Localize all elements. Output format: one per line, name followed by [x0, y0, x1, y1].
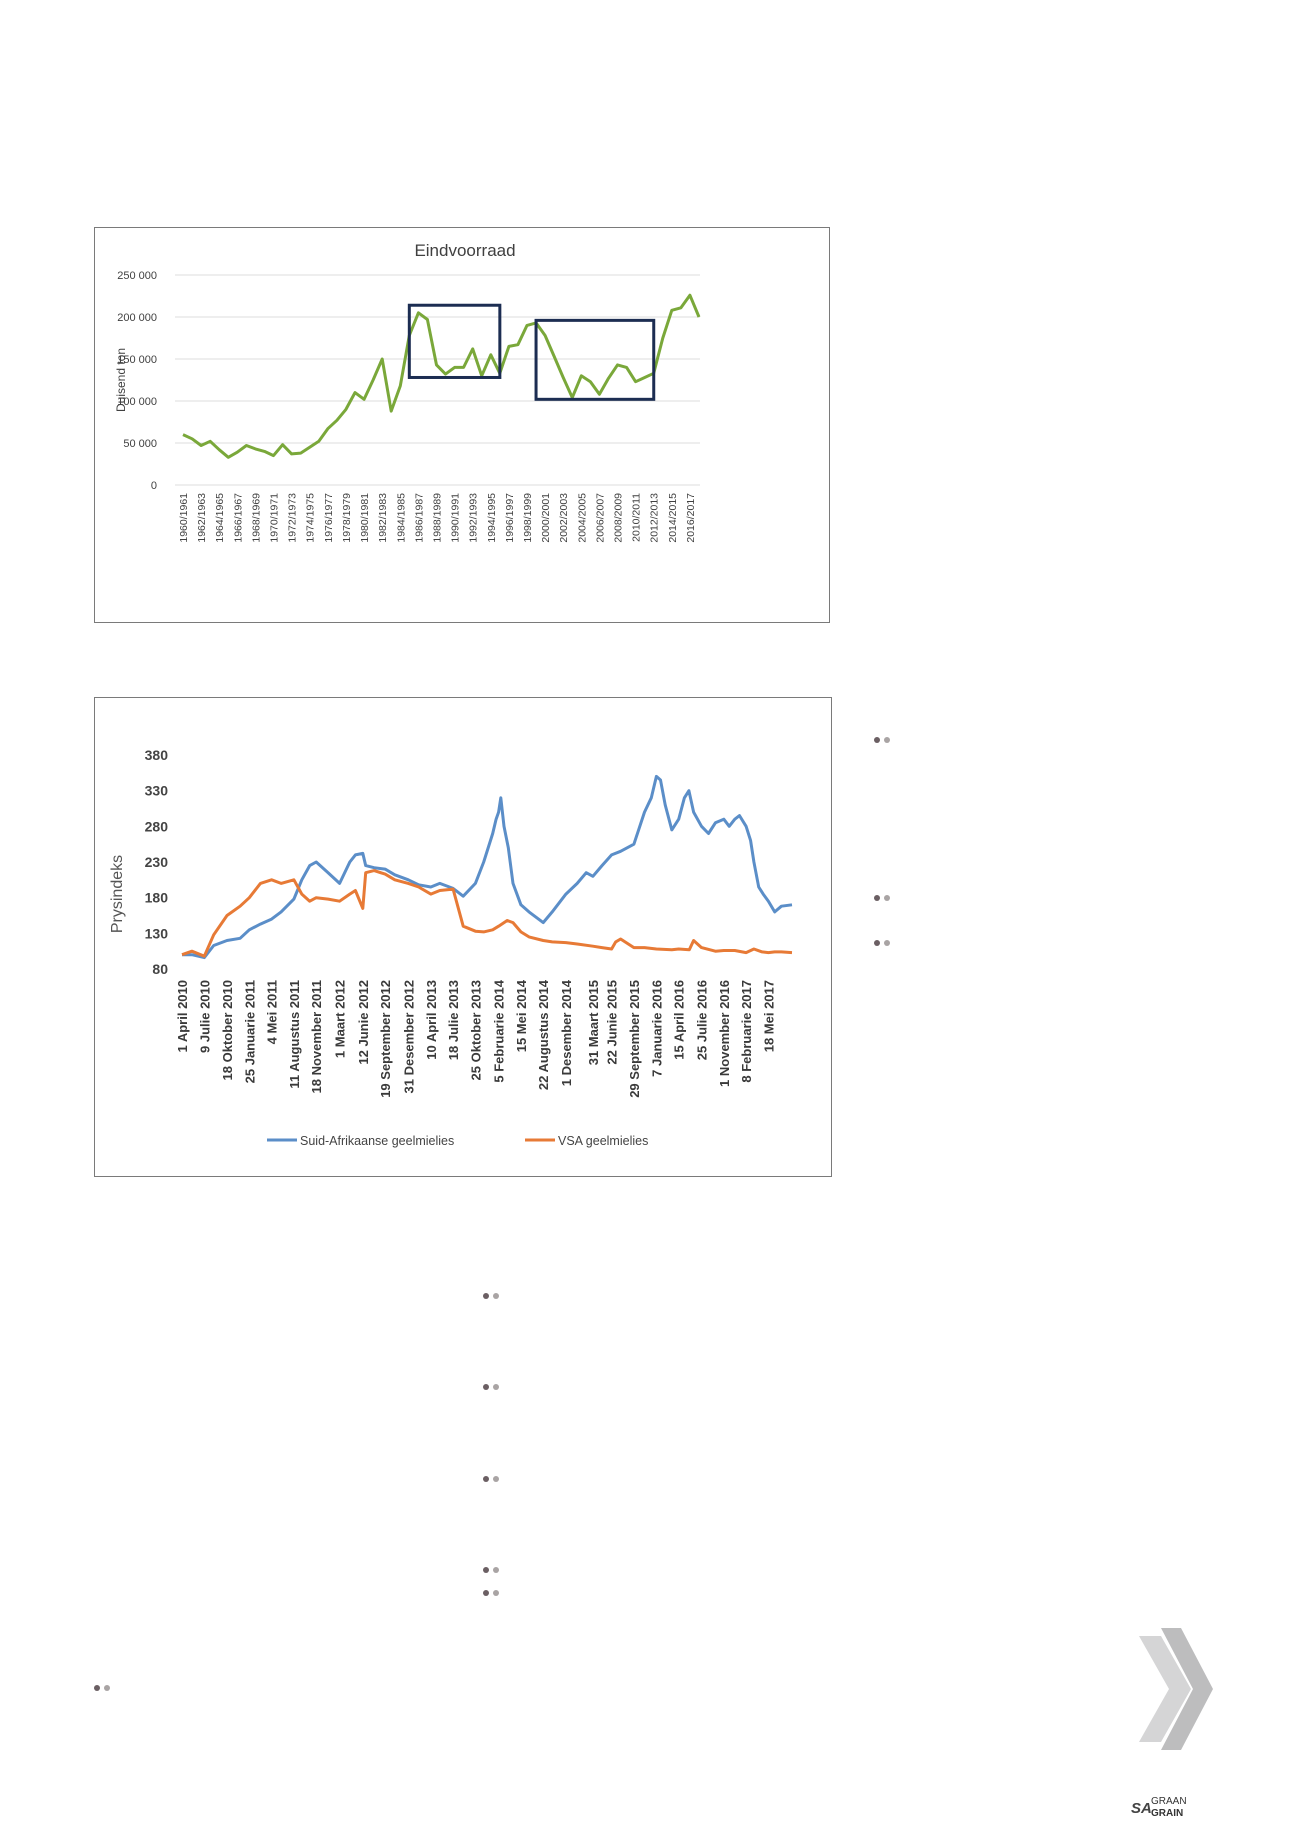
x-tick-label: 19 September 2012 — [378, 980, 393, 1098]
x-tick-label: 1986/1987 — [413, 493, 425, 543]
y-tick-label: 200 000 — [117, 312, 157, 324]
x-tick-label: 18 Oktober 2010 — [220, 980, 235, 1080]
x-tick-label: 1992/1993 — [468, 493, 480, 543]
legend-label: VSA geelmielies — [558, 1134, 648, 1148]
chart-title: Eindvoorraad — [414, 241, 515, 260]
x-tick-label: 2012/2013 — [649, 493, 661, 543]
x-tick-label: 2010/2011 — [631, 493, 643, 542]
sa-graan-grain-logo: SA GRAAN GRAIN — [1131, 1796, 1187, 1819]
svg-text:SA: SA — [1131, 1800, 1152, 1817]
x-tick-label: 1964/1965 — [214, 493, 226, 543]
y-axis-title: Prysindeks — [109, 855, 126, 933]
x-tick-label: 2000/2001 — [540, 493, 552, 543]
x-tick-label: 15 April 2016 — [672, 980, 687, 1060]
x-tick-label: 2014/2015 — [667, 493, 679, 543]
x-tick-label: 22 Junie 2015 — [605, 980, 620, 1065]
x-tick-label: 10 April 2013 — [424, 980, 439, 1060]
x-tick-label: 22 Augustus 2014 — [536, 979, 551, 1090]
highlight-box — [407, 303, 502, 379]
x-tick-label: 31 Maart 2015 — [586, 980, 601, 1065]
x-tick-label: 9 Julie 2010 — [197, 980, 212, 1053]
x-tick-label: 2002/2003 — [558, 493, 570, 543]
x-tick-label: 11 Augustus 2011 — [287, 980, 302, 1089]
x-tick-label: 1 November 2016 — [717, 980, 732, 1087]
x-tick-label: 15 Mei 2014 — [514, 979, 529, 1052]
y-axis-title: Duisend ton — [114, 348, 128, 412]
x-tick-label: 1994/1995 — [486, 493, 498, 543]
series-line-eindvoorraad — [182, 293, 701, 459]
svg-text:GRAIN: GRAIN — [1151, 1808, 1183, 1819]
x-tick-label: 2004/2005 — [576, 493, 588, 543]
x-tick-label: 2016/2017 — [685, 493, 697, 543]
bullet-marker — [483, 1590, 503, 1598]
y-tick-label: 230 — [145, 854, 169, 870]
x-tick-label: 25 Januarie 2011 — [242, 980, 257, 1083]
x-tick-label: 1970/1971 — [269, 493, 281, 543]
y-tick-label: 330 — [145, 783, 169, 799]
eindvoorraad-svg: Eindvoorraad 0 50 000 100 000 150 000 200 000… — [114, 241, 701, 543]
x-tick-label: 1966/1967 — [232, 493, 244, 543]
x-tick-label: 1978/1979 — [341, 493, 353, 543]
bullet-marker — [483, 1567, 503, 1575]
svg-text:GRAAN: GRAAN — [1151, 1796, 1187, 1807]
bullet-marker — [483, 1476, 503, 1484]
x-tick-label: 1990/1991 — [450, 493, 462, 543]
x-tick-label: 4 Mei 2011 — [265, 980, 280, 1044]
y-tick-label: 130 — [145, 925, 169, 941]
x-tick-label: 31 Desember 2012 — [401, 980, 416, 1093]
series-line-vsa-geelmielies — [181, 869, 793, 958]
prysindeks-svg: 80 130 180 230 280 330 380 Prysindeks 1 April 20… — [109, 747, 793, 1148]
y-tick-label: 100 000 — [117, 396, 157, 408]
y-tick-label: 50 000 — [123, 438, 157, 450]
bullet-marker — [483, 1293, 503, 1301]
legend-label: Suid-Afrikaanse geelmielies — [300, 1134, 454, 1148]
x-tick-label: 18 Mei 2017 — [761, 980, 776, 1052]
x-tick-label: 25 Julie 2016 — [694, 980, 709, 1060]
x-tick-label: 18 Julie 2013 — [446, 980, 461, 1060]
x-tick-label: 8 Februarie 2017 — [739, 980, 754, 1083]
prysindeks-chart: 80 130 180 230 280 330 380 Prysindeks 1 April 20… — [94, 697, 832, 1177]
x-tick-label: 1 Maart 2012 — [333, 980, 348, 1058]
x-tick-label: 1972/1973 — [287, 493, 299, 543]
y-tick-label: 280 — [145, 818, 169, 834]
x-tick-label: 2008/2009 — [613, 493, 625, 543]
bullet-marker — [874, 737, 894, 745]
y-tick-label: 0 — [151, 480, 157, 492]
x-tick-label: 1976/1977 — [323, 493, 335, 543]
series-line-sa-geelmielies — [182, 774, 793, 960]
x-tick-label: 1982/1983 — [377, 493, 389, 543]
y-tick-label: 250 000 — [117, 270, 157, 282]
y-tick-label: 380 — [145, 747, 169, 763]
bullet-marker — [874, 895, 894, 903]
x-tick-label: 1 April 2010 — [175, 980, 190, 1053]
x-tick-label: 1968/1969 — [250, 493, 262, 543]
x-tick-label: 1980/1981 — [359, 493, 371, 543]
bullet-marker — [94, 1685, 114, 1693]
x-tick-label: 29 September 2015 — [627, 980, 642, 1098]
y-tick-label: 150 000 — [117, 354, 157, 366]
x-tick-label: 1998/1999 — [522, 493, 534, 543]
x-tick-label: 7 Januarie 2016 — [649, 980, 664, 1077]
x-tick-label: 25 Oktober 2013 — [468, 980, 483, 1080]
highlight-box — [534, 318, 656, 401]
x-tick-label: 5 Februarie 2014 — [492, 979, 507, 1082]
bullet-marker — [874, 940, 894, 948]
x-tick-label: 1974/1975 — [305, 493, 317, 543]
bullet-marker — [483, 1384, 503, 1392]
x-tick-label: 1996/1997 — [504, 493, 516, 543]
x-tick-label: 1962/1963 — [196, 493, 208, 543]
x-tick-label: 1960/1961 — [178, 493, 190, 543]
y-tick-label: 180 — [145, 890, 169, 906]
x-tick-label: 18 November 2011 — [309, 980, 324, 1093]
x-tick-label: 2006/2007 — [594, 493, 606, 543]
next-page-chevron-icon[interactable] — [1135, 1628, 1215, 1750]
x-tick-label: 1984/1985 — [395, 493, 407, 543]
x-tick-label: 1 Desember 2014 — [559, 979, 574, 1086]
y-tick-label: 80 — [152, 961, 168, 977]
eindvoorraad-chart: Eindvoorraad 0 50 000 100 000 150 000 200 000… — [94, 227, 830, 623]
x-tick-label: 12 Junie 2012 — [356, 980, 371, 1065]
x-tick-label: 1988/1989 — [431, 493, 443, 543]
